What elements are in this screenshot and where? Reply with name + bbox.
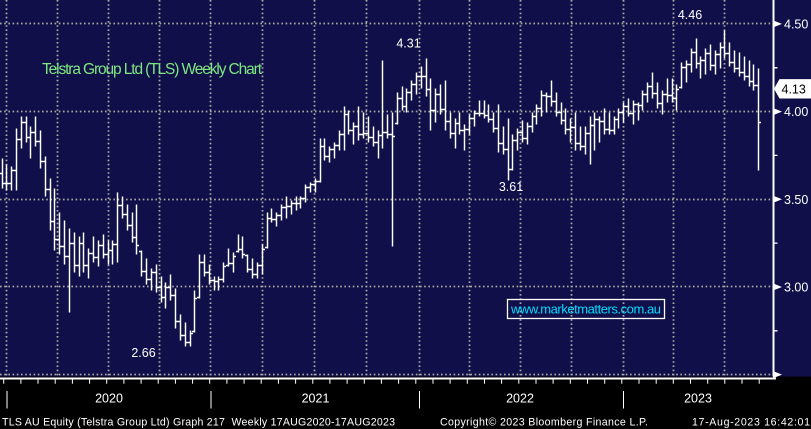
svg-text:3.00: 3.00: [784, 280, 808, 294]
svg-text:TLS AU Equity (Telstra Group L: TLS AU Equity (Telstra Group Ltd) Graph …: [2, 417, 395, 429]
svg-text:17-Aug-2023 16:42:01: 17-Aug-2023 16:42:01: [692, 417, 810, 429]
svg-text:2022: 2022: [506, 392, 534, 406]
svg-text:3.50: 3.50: [784, 193, 808, 207]
svg-text:2020: 2020: [95, 392, 123, 406]
svg-text:4.50: 4.50: [784, 17, 808, 31]
svg-text:4.13: 4.13: [782, 82, 806, 96]
svg-text:www.marketmatters.com.au: www.marketmatters.com.au: [510, 302, 661, 317]
svg-text:4.00: 4.00: [784, 105, 808, 119]
svg-text:2021: 2021: [302, 392, 330, 406]
svg-text:2023: 2023: [684, 392, 712, 406]
svg-text:4.46: 4.46: [678, 8, 702, 22]
svg-text:Copyright© 2023 Bloomberg Fina: Copyright© 2023 Bloomberg Finance L.P.: [440, 417, 648, 429]
svg-text:2.66: 2.66: [131, 346, 155, 360]
svg-text:Telstra Group Ltd (TLS) Weekly: Telstra Group Ltd (TLS) Weekly Chart: [42, 61, 263, 78]
svg-text:4.31: 4.31: [396, 37, 420, 51]
svg-text:3.61: 3.61: [499, 180, 523, 194]
